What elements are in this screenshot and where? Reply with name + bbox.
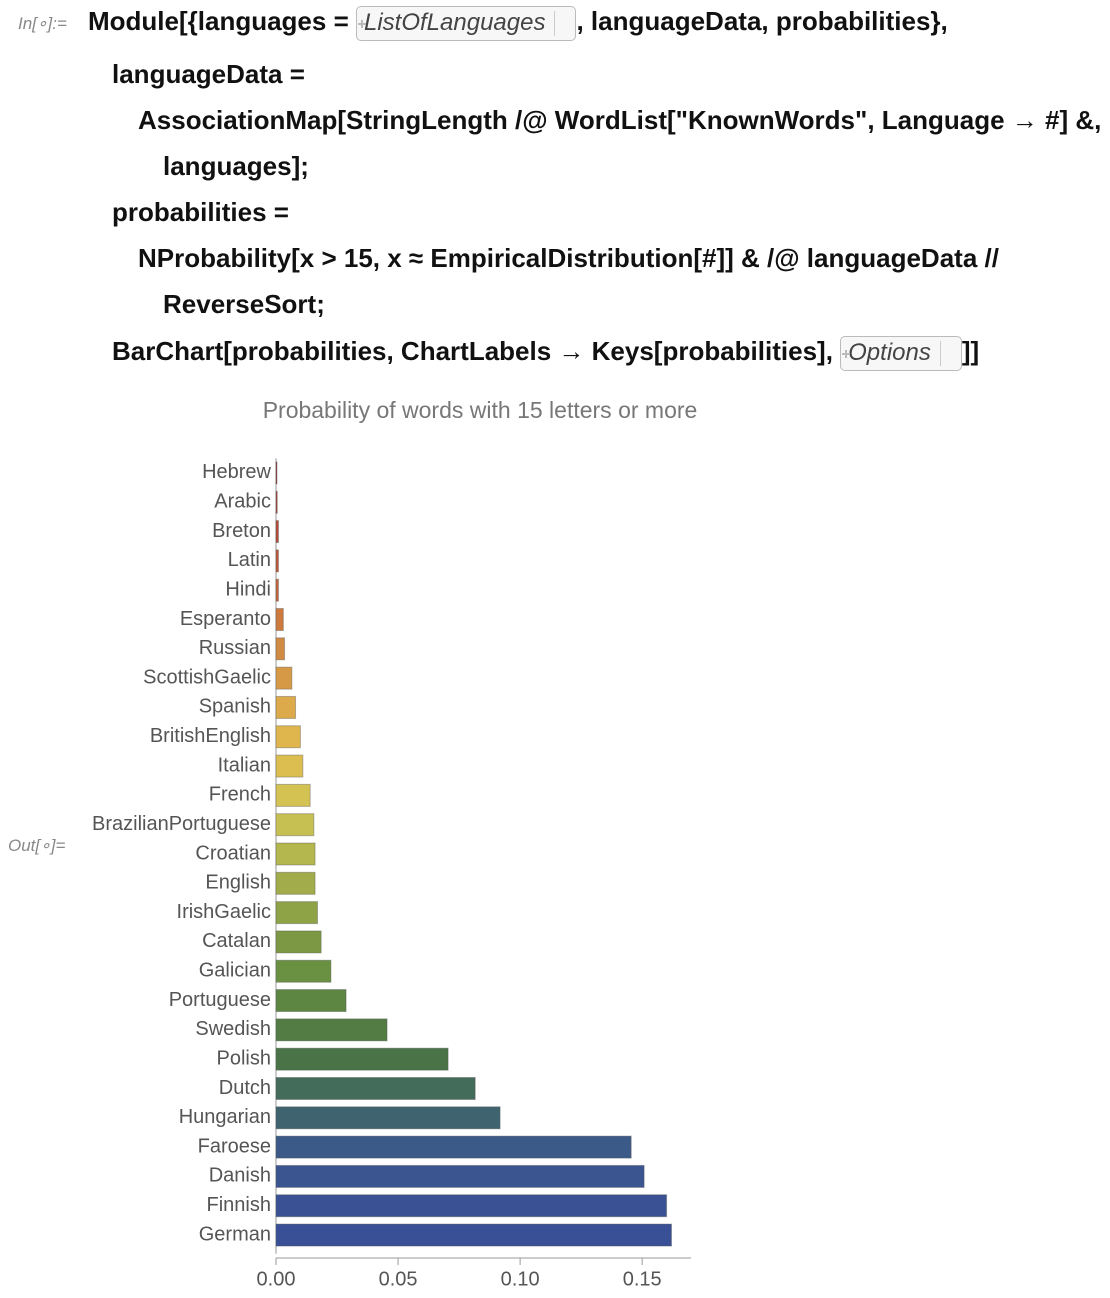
bar [275,461,278,485]
y-tick-label: Breton [212,520,271,542]
code-text: Module[{languages = [88,6,356,36]
y-tick-label: Danish [209,1165,271,1187]
y-tick-label: Hebrew [202,461,271,483]
chart-title: Probability of words with 15 letters or … [263,397,698,423]
y-tick-label: Swedish [195,1018,271,1040]
bar [275,901,318,925]
code-text: probabilities = [112,197,289,227]
y-tick-label: Italian [218,754,271,776]
y-tick-label: Russian [199,637,271,659]
bar [275,783,311,807]
bar [275,549,279,573]
code-text: , languageData, probabilities}, [576,6,948,36]
y-tick-label: Hungarian [179,1106,271,1128]
bar [275,1018,388,1042]
bar [275,871,316,895]
box-text: ListOfLanguages [364,9,546,36]
template-box[interactable]: Options [840,336,962,371]
code-line: BarChart[probabilities, ChartLabels → Ke… [112,336,979,371]
bar [275,1135,632,1159]
bar [275,989,347,1013]
bar [275,754,304,778]
y-tick-label: Arabic [214,491,271,513]
code-text: BarChart[probabilities, ChartLabels → Ke… [112,336,841,366]
y-tick-label: Faroese [198,1135,271,1157]
plus-icon [358,19,366,28]
code-line: AssociationMap[StringLength /@ WordList[… [138,105,1101,136]
bar [275,695,297,719]
box-text: Options [848,339,931,366]
code-line: probabilities = [112,197,289,228]
y-tick-label: French [209,784,271,806]
bar [275,578,279,602]
bar [275,490,278,514]
output-label: Out[∘]= [8,836,66,855]
bar [275,959,332,983]
y-tick-label: Finnish [207,1194,271,1216]
x-tick-label: 0.05 [379,1268,418,1290]
bar [275,608,284,632]
y-tick-label: Catalan [202,930,271,952]
code-text: ReverseSort; [163,289,325,319]
code-text: AssociationMap[StringLength /@ WordList[… [138,105,1102,135]
template-box[interactable]: ListOfLanguages [356,6,577,41]
y-tick-label: Hindi [225,578,271,600]
plus-icon [842,349,851,358]
bar [275,1106,501,1130]
bar [275,842,316,866]
code-line: languages]; [163,151,309,182]
y-tick-label: Spanish [199,696,271,718]
bar [275,520,279,544]
y-tick-label: Polish [217,1047,271,1069]
x-tick-label: 0.15 [623,1268,662,1290]
y-tick-label: BrazilianPortuguese [92,813,271,835]
y-tick-label: Portuguese [169,989,271,1011]
x-tick-label: 0.00 [257,1268,296,1290]
code-text: ]] [961,336,980,366]
bar [275,637,286,661]
code-line: NProbability[x > 15, x ≈ EmpiricalDistri… [138,243,999,274]
bar [275,930,322,954]
input-label: In[∘]:= [18,14,67,33]
bar [275,666,293,690]
y-tick-label: IrishGaelic [177,901,271,923]
y-tick-label: Croatian [195,842,271,864]
code-line: languageData = [112,59,305,90]
y-tick-label: English [205,872,271,894]
bar [275,1076,476,1100]
y-tick-label: ScottishGaelic [143,666,271,688]
y-tick-label: Dutch [219,1077,271,1099]
y-tick-label: German [199,1223,271,1245]
y-tick-label: Latin [228,549,271,571]
code-text: languageData = [112,59,305,89]
bar [275,1047,449,1071]
code-line: ReverseSort; [163,289,325,320]
bar [275,1223,672,1247]
code-text: NProbability[x > 15, x ≈ EmpiricalDistri… [138,243,999,273]
bar [275,813,315,837]
bar [275,1194,668,1218]
y-tick-label: Galician [199,960,271,982]
y-tick-label: BritishEnglish [150,725,271,747]
y-tick-label: Esperanto [180,608,271,630]
x-tick-label: 0.10 [501,1268,540,1290]
code-line: Module[{languages = ListOfLanguages , lan… [88,6,948,41]
bar [275,1164,645,1188]
bar [275,725,301,749]
code-text: languages]; [163,151,309,181]
